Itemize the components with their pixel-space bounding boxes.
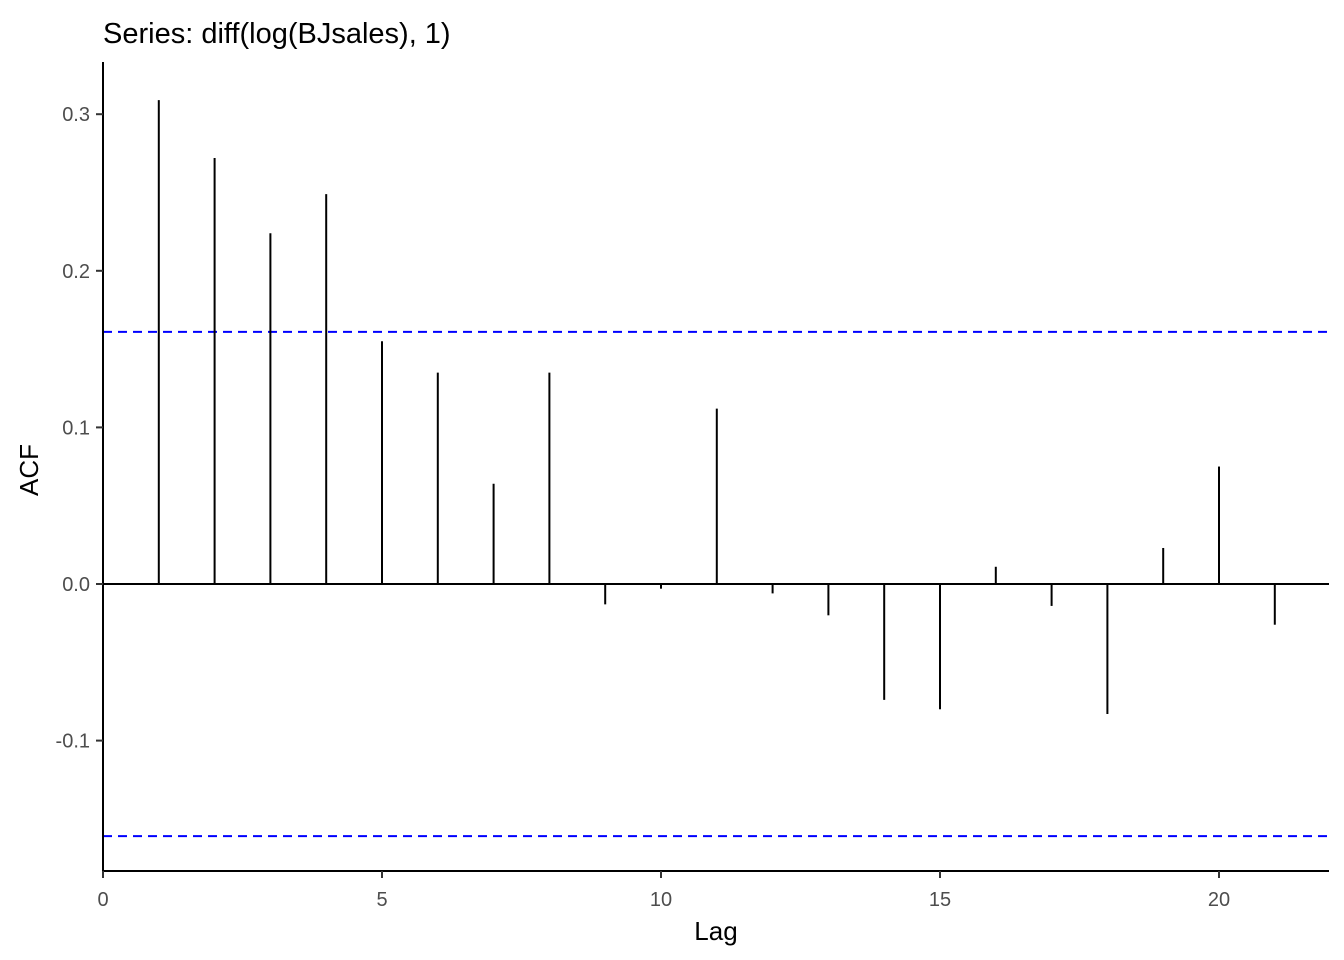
y-tick-label: 0.1 [62,417,90,439]
x-tick-label: 10 [650,889,672,911]
x-tick-label: 20 [1208,889,1230,911]
x-axis-title: Lag [694,916,737,946]
x-axis: 0 5 10 15 20 [97,870,1329,911]
y-axis-title: ACF [14,444,44,496]
x-tick-label: 5 [376,889,387,911]
y-tick-label: 0.3 [62,104,90,126]
y-tick-label: -0.1 [56,731,90,753]
y-axis: -0.1 0.0 0.1 0.2 0.3 [56,62,104,871]
chart-title: Series: diff(log(BJsales), 1) [103,18,451,50]
x-tick-label: 0 [97,889,108,911]
x-tick-label: 15 [929,889,951,911]
y-tick-label: 0.0 [62,574,90,596]
plot-area [103,100,1329,838]
y-tick-label: 0.2 [62,261,90,283]
